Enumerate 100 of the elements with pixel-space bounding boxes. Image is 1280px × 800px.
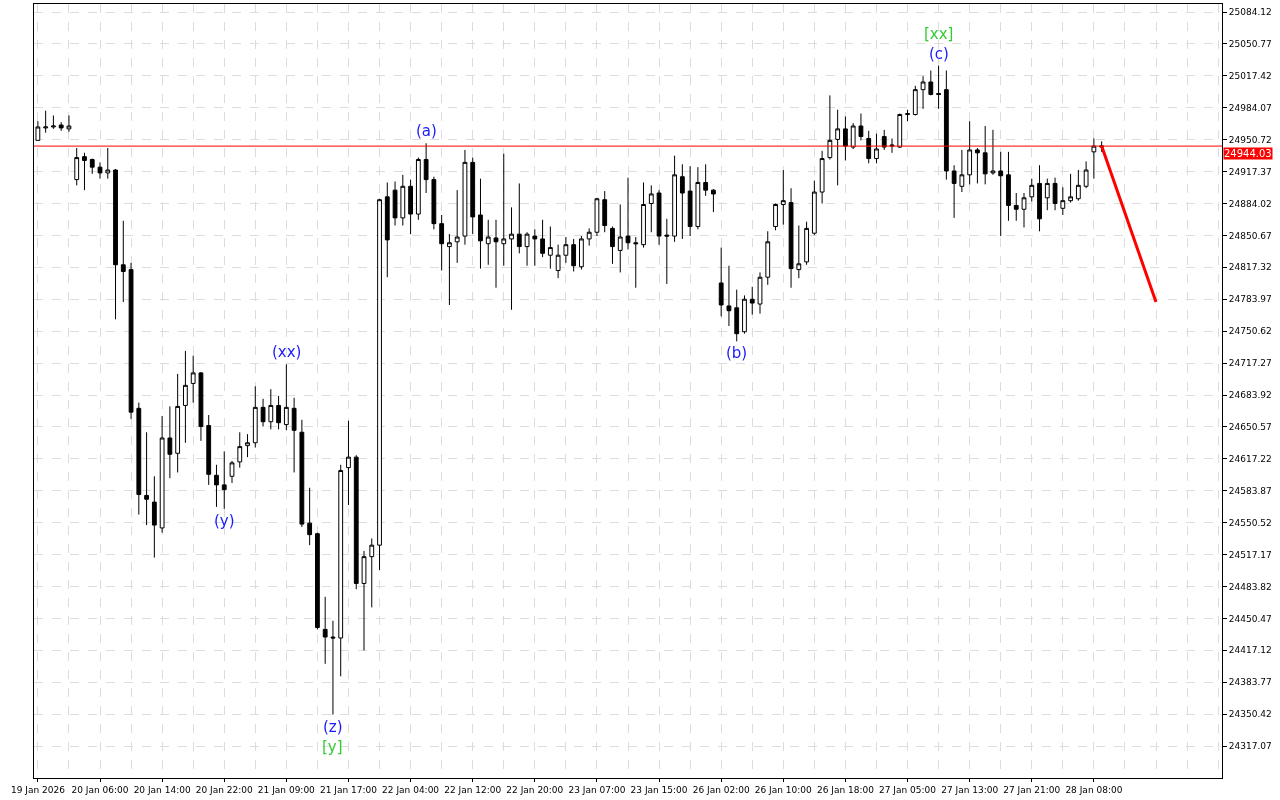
candlestick (804, 221, 809, 266)
ref-line-label: 24944.03 (1224, 148, 1272, 159)
candlestick (454, 189, 460, 264)
x-tick-label: 26 Jan 18:00 (816, 784, 875, 795)
candlestick (1052, 177, 1058, 211)
candlestick (120, 220, 126, 303)
candlestick (586, 227, 592, 247)
candlestick (330, 620, 336, 716)
x-tick-label: 27 Jan 21:00 (1003, 784, 1061, 795)
annotation: [y] (322, 738, 343, 756)
candlestick (912, 85, 918, 116)
x-tick-label: 20 Jan 14:00 (133, 784, 191, 795)
y-tick-label: 24683.92 (1228, 390, 1272, 401)
y-tick-label: 24917.37 (1228, 166, 1272, 177)
candlestick (1021, 192, 1027, 228)
candlestick (1091, 137, 1097, 180)
candlestick (151, 475, 157, 559)
candlestick (1060, 186, 1066, 216)
candlestick (648, 184, 654, 233)
candlestick (633, 236, 639, 289)
y-tick-label: 24783.97 (1228, 294, 1272, 305)
y-tick-label: 24317.07 (1228, 741, 1272, 752)
y-tick-label: 24583.87 (1228, 485, 1272, 496)
candlestick (493, 219, 499, 289)
candlestick (214, 464, 219, 508)
y-tick-label: 25050.77 (1228, 39, 1272, 50)
candlestick (58, 121, 64, 132)
annotation: (b) (726, 344, 748, 362)
candlestick (905, 109, 910, 122)
candlestick (780, 169, 786, 226)
candlestick (338, 464, 344, 677)
candlestick (82, 152, 87, 191)
candlestick (384, 181, 390, 278)
candlestick (625, 177, 631, 250)
candlestick (400, 174, 406, 227)
candlestick (462, 149, 468, 246)
candlestick (1083, 160, 1089, 189)
candlestick (975, 147, 980, 184)
x-tick-label: 27 Jan 13:00 (941, 784, 999, 795)
candlestick (594, 197, 600, 237)
candlestick (749, 286, 755, 316)
candlestick (579, 235, 584, 271)
candlestick (936, 65, 941, 110)
candlestick (66, 114, 72, 133)
candlestick (563, 236, 569, 264)
candlestick (819, 150, 825, 205)
candlestick (501, 153, 507, 267)
x-tick-label: 20 Jan 06:00 (71, 784, 129, 795)
y-tick-label: 24417.12 (1228, 645, 1272, 656)
candlestick (183, 350, 188, 444)
candlestick (641, 181, 646, 249)
y-tick-label: 24750.62 (1228, 326, 1272, 337)
x-tick-label: 23 Jan 15:00 (630, 784, 688, 795)
candlestick (664, 218, 670, 285)
candlestick (423, 142, 429, 194)
candlestick (175, 373, 181, 473)
candlestick (144, 431, 149, 526)
annotation: [xx] (924, 25, 954, 43)
candlestick (268, 388, 274, 430)
x-tick-label: 28 Jan 08:00 (1065, 784, 1123, 795)
y-tick-label: 24850.67 (1228, 230, 1272, 241)
candlestick (610, 226, 615, 265)
candlestick (159, 415, 165, 534)
annotation: (z) (323, 718, 343, 736)
candlestick (617, 203, 623, 273)
candlestick (866, 130, 872, 164)
candlestick (229, 460, 235, 484)
candlestick (369, 537, 375, 608)
candlestick (392, 181, 398, 227)
candlestick (105, 147, 111, 180)
candlestick (555, 244, 561, 279)
x-tick-label: 22 Jan 04:00 (382, 784, 440, 795)
candlestick (478, 178, 483, 270)
candlestick (307, 487, 313, 546)
x-tick-label: 26 Jan 10:00 (754, 784, 813, 795)
candlestick (113, 168, 118, 320)
candlestick (843, 115, 848, 161)
candlestick (128, 262, 134, 420)
candlestick (89, 158, 95, 175)
candlestick (1044, 178, 1050, 211)
candlestick (602, 190, 608, 233)
y-tick-label: 24650.57 (1228, 422, 1272, 433)
candlestick (773, 203, 778, 231)
x-tick-label: 26 Jan 02:00 (692, 784, 750, 795)
candlestick (245, 433, 250, 458)
candlestick (850, 122, 856, 150)
x-tick-label: 19 Jan 2026 (10, 784, 66, 795)
y-tick-label: 24950.72 (1228, 134, 1272, 145)
candlestick (516, 182, 522, 254)
candlestick (167, 405, 173, 479)
x-tick-label: 22 Jan 20:00 (506, 784, 564, 795)
candlestick (431, 176, 437, 230)
candlestick (51, 114, 56, 130)
candlestick (439, 214, 445, 272)
candlestick (874, 133, 879, 164)
x-tick-label: 22 Jan 12:00 (444, 784, 502, 795)
y-tick-label: 24383.77 (1228, 677, 1272, 688)
candlestick (1068, 173, 1073, 204)
candlestick (788, 187, 794, 289)
x-tick-label: 27 Jan 05:00 (879, 784, 937, 795)
